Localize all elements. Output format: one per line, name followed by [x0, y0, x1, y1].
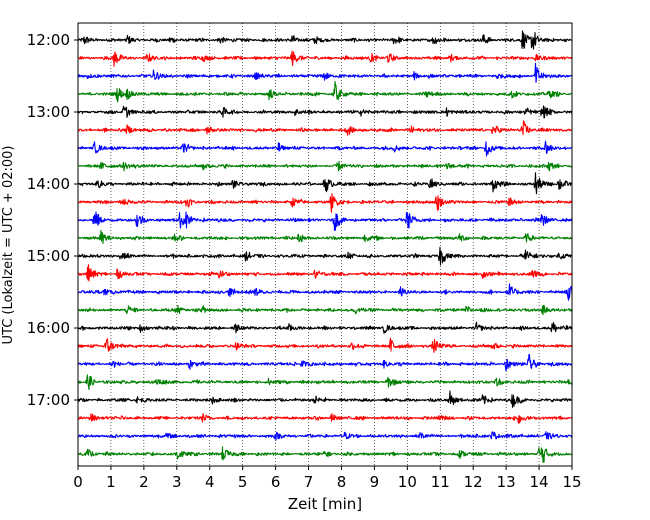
y-axis-ticks: 12:00 13:00 14:00 15:00 16:00 17:00 [27, 31, 78, 409]
y-tick-label: 16:00 [27, 319, 70, 337]
trace-1645 [77, 374, 573, 390]
trace-1445 [77, 229, 573, 244]
x-tick-label: 15 [562, 473, 581, 491]
trace-1745 [77, 446, 573, 463]
trace-1200 [77, 30, 573, 50]
y-tick-label: 13:00 [27, 103, 70, 121]
trace-1545 [77, 304, 573, 316]
trace-1715 [77, 413, 573, 424]
plot-frame [77, 22, 573, 467]
x-axis-ticks: 0 1 2 3 4 5 6 7 8 9 10 11 12 13 14 15 [73, 466, 582, 491]
y-tick-label: 17:00 [27, 391, 70, 409]
x-tick-label: 12 [464, 473, 483, 491]
plot-area [78, 23, 572, 466]
y-tick-label: 12:00 [27, 31, 70, 49]
x-tick-label: 14 [530, 473, 549, 491]
x-tick-label: 6 [271, 473, 281, 491]
x-tick-label: 7 [304, 473, 314, 491]
trace-1315 [77, 120, 573, 136]
trace-1245 [77, 81, 573, 103]
x-tick-label: 3 [172, 473, 182, 491]
trace-1330 [77, 140, 573, 157]
x-tick-label: 1 [106, 473, 116, 491]
trace-1630 [77, 353, 573, 372]
trace-1415 [77, 193, 573, 213]
x-tick-label: 8 [337, 473, 347, 491]
trace-1730 [77, 431, 573, 441]
trace-1600 [77, 321, 573, 334]
x-tick-label: 10 [398, 473, 417, 491]
y-axis-label: UTC (Lokalzeit = UTC + 02:00) [1, 146, 16, 345]
x-tick-label: 4 [205, 473, 215, 491]
trace-1515 [77, 264, 573, 282]
trace-1615 [77, 337, 573, 353]
trace-1300 [77, 105, 573, 119]
x-tick-label: 0 [73, 473, 83, 491]
trace-1400 [77, 172, 573, 195]
x-tick-label: 5 [238, 473, 248, 491]
trace-1430 [77, 211, 573, 231]
y-tick-label: 14:00 [27, 175, 70, 193]
x-tick-label: 13 [497, 473, 516, 491]
trace-1345 [77, 160, 573, 172]
trace-1530 [77, 283, 573, 301]
trace-1230 [77, 62, 573, 83]
trace-1700 [77, 390, 573, 408]
y-tick-label: 15:00 [27, 247, 70, 265]
trace-group [77, 30, 573, 463]
grid-lines [110, 23, 540, 466]
trace-1500 [77, 246, 573, 266]
trace-1215 [77, 50, 573, 67]
x-axis-label: Zeit [min] [288, 495, 362, 513]
x-tick-label: 9 [370, 473, 380, 491]
x-tick-label: 11 [431, 473, 450, 491]
x-tick-label: 2 [139, 473, 149, 491]
